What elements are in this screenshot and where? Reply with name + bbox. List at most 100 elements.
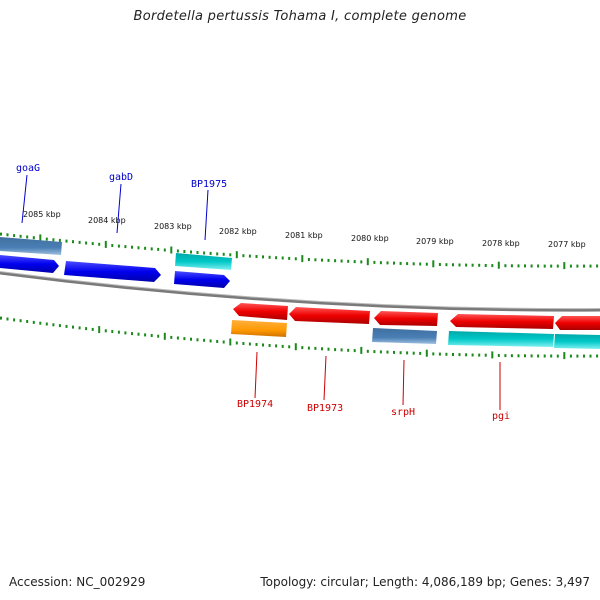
minor-tick — [347, 259, 350, 263]
accession-text: Accession: NC_002929 — [9, 575, 146, 589]
minor-tick — [491, 264, 494, 268]
major-tick — [170, 246, 173, 254]
minor-tick — [484, 264, 487, 267]
minor-tick — [91, 242, 94, 246]
reverse-strand-genes — [231, 303, 600, 349]
forward-strand-genes — [0, 237, 232, 288]
minor-tick — [190, 250, 192, 254]
gene-arrow-blue[interactable] — [64, 261, 161, 282]
minor-tick — [6, 317, 9, 321]
minor-tick — [510, 264, 513, 268]
major-tick — [294, 343, 297, 351]
minor-tick — [399, 261, 402, 265]
minor-tick — [556, 264, 559, 268]
gene-arrow-red[interactable] — [555, 316, 600, 330]
minor-tick — [569, 264, 572, 268]
minor-tick — [373, 350, 376, 354]
minor-tick — [537, 264, 540, 268]
minor-tick — [72, 325, 74, 329]
minor-tick — [340, 259, 343, 263]
minor-tick — [589, 354, 592, 358]
minor-tick — [6, 233, 9, 237]
minor-tick — [458, 353, 461, 357]
minor-tick — [412, 262, 415, 266]
gene-label[interactable]: srpH — [391, 407, 415, 418]
genome-summary-text: Topology: circular; Length: 4,086,189 bp… — [260, 575, 590, 589]
minor-tick — [393, 350, 395, 354]
minor-tick — [379, 350, 382, 354]
minor-tick — [543, 354, 546, 358]
minor-tick — [137, 246, 140, 250]
gene-arrow-red[interactable] — [289, 307, 370, 324]
minor-tick — [157, 334, 160, 338]
minor-tick — [222, 252, 225, 256]
gene-label[interactable]: BP1975 — [191, 179, 227, 190]
lower-tick-track — [0, 316, 599, 360]
gene-label[interactable]: goaG — [16, 163, 40, 174]
major-tick — [98, 326, 101, 334]
minor-tick — [196, 338, 199, 342]
minor-tick — [379, 261, 382, 265]
minor-tick — [117, 244, 120, 248]
minor-tick — [583, 264, 585, 268]
gene-arrow-red[interactable] — [233, 303, 288, 320]
gene-label[interactable]: gabD — [109, 172, 133, 183]
gene-label[interactable]: pgi — [492, 411, 510, 422]
minor-tick — [478, 353, 481, 357]
minor-tick — [393, 261, 395, 265]
minor-tick — [569, 354, 572, 358]
minor-tick — [98, 242, 101, 246]
minor-tick — [124, 245, 127, 249]
minor-tick — [556, 354, 559, 358]
minor-tick — [445, 263, 448, 267]
minor-tick — [124, 331, 127, 335]
major-tick — [104, 240, 107, 248]
minor-tick — [484, 353, 487, 357]
minor-tick — [438, 352, 441, 356]
minor-tick — [465, 353, 468, 357]
gene-arrow-cyan[interactable] — [448, 331, 554, 347]
minor-tick — [589, 264, 592, 268]
minor-tick — [517, 264, 520, 268]
forward-gene-labels: goaG gabD BP1975 — [16, 163, 227, 190]
major-tick — [301, 255, 304, 263]
major-tick — [497, 261, 500, 269]
gene-label[interactable]: BP1974 — [237, 399, 273, 410]
minor-tick — [314, 258, 317, 262]
minor-tick — [222, 340, 225, 344]
gene-arrow-red[interactable] — [374, 311, 438, 326]
minor-tick — [255, 343, 258, 346]
minor-tick — [131, 245, 133, 249]
minor-tick — [321, 347, 323, 351]
gene-arrow-red[interactable] — [450, 314, 554, 329]
minor-tick — [78, 240, 81, 244]
minor-tick — [596, 354, 599, 358]
minor-tick — [255, 255, 258, 258]
map-title: Bordetella pertussis Tohama I, complete … — [133, 9, 467, 24]
gene-arrow-blue[interactable] — [0, 255, 59, 273]
gene-arrow-cyan[interactable] — [175, 253, 232, 270]
minor-tick — [438, 263, 441, 266]
gene-arrow-blue[interactable] — [174, 271, 230, 288]
minor-tick — [248, 254, 251, 258]
minor-tick — [45, 322, 48, 326]
gene-arrow-steelblue[interactable] — [372, 328, 437, 344]
kbp-label: 2084 kbp — [88, 216, 126, 225]
gene-arrow-steelblue[interactable] — [0, 237, 62, 255]
gene-label[interactable]: BP1973 — [307, 403, 343, 414]
minor-tick — [340, 348, 343, 352]
kbp-label: 2083 kbp — [154, 222, 192, 231]
minor-tick — [144, 246, 147, 250]
minor-tick — [85, 327, 88, 331]
major-tick — [235, 251, 238, 259]
minor-tick — [137, 332, 140, 336]
minor-tick — [510, 354, 513, 358]
minor-tick — [334, 259, 337, 263]
gene-arrow-cyan[interactable] — [554, 334, 600, 349]
minor-tick — [445, 352, 448, 356]
minor-tick — [432, 352, 435, 356]
minor-tick — [504, 264, 507, 268]
label-leaders — [21, 174, 501, 410]
minor-tick — [176, 249, 179, 253]
gene-arrow-orange[interactable] — [231, 320, 287, 337]
